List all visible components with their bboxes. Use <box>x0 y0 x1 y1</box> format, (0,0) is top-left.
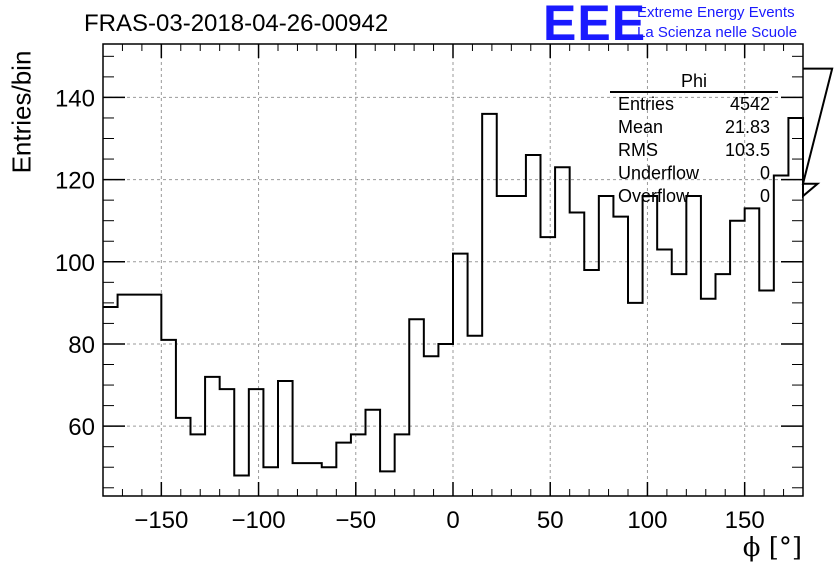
y-tick-label: 80 <box>68 332 95 359</box>
stats-label: Underflow <box>618 163 700 183</box>
stats-label: RMS <box>618 140 658 160</box>
stats-box: Phi Entries 4542 Mean 21.83 RMS 103.5 Underflow… <box>610 71 778 206</box>
stats-title: Phi <box>681 71 707 91</box>
x-tick-label: 150 <box>725 507 765 534</box>
stats-value: 103.5 <box>725 140 770 160</box>
stats-value: 0 <box>760 186 770 206</box>
axis-ticks <box>103 44 803 496</box>
x-tick-label: −150 <box>134 507 188 534</box>
x-tick-label: −50 <box>335 507 376 534</box>
stats-label: Overflow <box>618 186 690 206</box>
y-tick-label: 60 <box>68 414 95 441</box>
y-tick-label: 120 <box>55 168 95 195</box>
x-tick-label: −100 <box>232 507 286 534</box>
eee-logo: EEE <box>543 0 647 51</box>
stats-value: 0 <box>760 163 770 183</box>
stats-label: Entries <box>618 94 674 114</box>
histogram-line <box>103 67 834 477</box>
y-tick-label: 100 <box>55 250 95 277</box>
stats-value: 21.83 <box>725 117 770 137</box>
x-axis-label: ϕ [°] <box>742 533 802 563</box>
stats-value: 4542 <box>730 94 770 114</box>
x-tick-label: 0 <box>446 507 459 534</box>
plot-title: FRAS-03-2018-04-26-00942 <box>84 10 389 37</box>
logo-line-2: La Scienza nelle Scuole <box>637 24 798 41</box>
x-tick-label: 50 <box>537 507 564 534</box>
x-tick-label: 100 <box>627 507 667 534</box>
y-tick-label: 140 <box>55 85 95 112</box>
logo-line-1: Extreme Energy Events <box>637 4 795 21</box>
stats-label: Mean <box>618 117 663 137</box>
y-tick-labels: 60 80 100 120 140 <box>55 85 95 441</box>
x-tick-labels: −150 −100 −50 0 50 100 150 <box>134 507 764 534</box>
y-axis-label: Entries/bin <box>6 50 37 174</box>
plot-frame <box>102 43 804 497</box>
